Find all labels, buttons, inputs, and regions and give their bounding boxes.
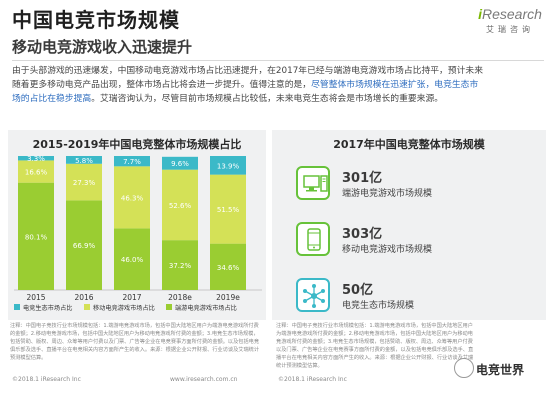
bar-data-label: 7.7%: [123, 158, 141, 166]
stat-value: 301亿: [342, 171, 383, 186]
bar-segment: [162, 156, 198, 170]
watermark-text: 电竞世界: [476, 363, 525, 377]
bar-segment: [162, 240, 198, 290]
x-tick-label: 2018e: [168, 293, 192, 302]
intro-line-2a: 随着更多移动电竞产品出现，整体市场占比将会进一步提升。值得注意的是，: [12, 80, 312, 90]
footnote-left: 注释：中国电子竞技行业市场规模包括：1.端游电竞游戏市场，包括中国大陆地区用户为…: [10, 323, 260, 361]
legend-swatch: [166, 304, 172, 310]
stat-mobile-esports: 303亿 移动电竞游戏市场规模: [296, 222, 526, 258]
bar-data-label: 51.5%: [217, 206, 240, 214]
stat-label: 电竞生态市场规模: [342, 301, 415, 311]
bar-segment: [18, 182, 54, 290]
intro-highlight-2: 场的占比在稳步提高: [12, 94, 92, 104]
bar-segment: [66, 200, 102, 290]
x-tick-label: 2019e: [216, 293, 240, 302]
bar-segment: [66, 156, 102, 164]
bar-data-label: 52.6%: [169, 202, 192, 210]
stat-value: 303亿: [342, 227, 383, 242]
x-tick-label: 2017: [122, 293, 141, 302]
logo-text: Research: [481, 6, 542, 22]
legend-label: 端游电竞游戏市场占比: [175, 304, 237, 312]
header-divider: [12, 60, 544, 61]
page-title: 中国电竞市场规模: [12, 8, 180, 32]
intro-line-3b: 。艾瑞咨询认为，尽管目前市场规模占比较低，未来电竞生态将会是市场增长的重要来源。: [91, 94, 444, 104]
footer-copyright-right: ©2018.1 iResearch Inc: [278, 376, 347, 383]
stat-value: 50亿: [342, 283, 374, 298]
network-hub-icon: [296, 278, 330, 312]
bar-data-label: 5.8%: [75, 157, 93, 165]
logo-prefix: i: [478, 6, 482, 22]
logo-subtext: 艾瑞咨询: [486, 25, 534, 34]
desktop-computer-icon: [296, 166, 330, 200]
legend-swatch: [14, 304, 20, 310]
legend-swatch: [84, 304, 90, 310]
mobile-phone-icon: [296, 222, 330, 256]
bar-data-label: 66.9%: [73, 242, 96, 250]
bar-data-label: 80.1%: [25, 233, 48, 241]
stat-label: 端游电竞游戏市场规模: [342, 189, 433, 199]
bar-data-label: 13.9%: [217, 162, 240, 170]
bar-segment: [210, 156, 246, 175]
intro-paragraph: 由于头部游戏的迅速爆发，中国移动电竞游戏市场占比迅速提升，在2017年已经与端游…: [12, 64, 544, 106]
bar-data-label: 16.6%: [25, 169, 48, 177]
bar-segment: [114, 156, 150, 167]
footer-copyright-left: ©2018.1 iResearch Inc: [12, 376, 81, 383]
bar-data-label: 37.2%: [169, 262, 192, 270]
wechat-icon: [454, 358, 474, 378]
stat-ecosystem: 50亿 电竞生态市场规模: [296, 278, 526, 314]
bar-data-label: 3.3%: [27, 155, 45, 163]
bar-segment: [66, 163, 102, 201]
bar-data-label: 34.6%: [217, 264, 240, 272]
bar-data-label: 27.3%: [73, 179, 96, 187]
intro-line-1: 由于头部游戏的迅速爆发，中国移动电竞游戏市场占比迅速提升，在2017年已经与端游…: [12, 66, 484, 76]
bar-segment: [210, 174, 246, 244]
footnote-right: 注释：中国电子竞技行业市场规模包括：1.端游电竞游戏市场，包括中国大陆地区用户为…: [276, 323, 474, 369]
bar-segment: [18, 156, 54, 161]
intro-line-2: 随着更多移动电竞产品出现，整体市场占比将会进一步提升。值得注意的是，尽管整体市场…: [12, 78, 544, 92]
chart-title: 2015-2019年中国电竞整体市场规模占比: [32, 138, 242, 151]
stat-pc-esports: 301亿 端游电竞游戏市场规模: [296, 166, 526, 202]
footer-website: www.iresearch.com.cn: [170, 376, 238, 383]
bar-segment: [210, 243, 246, 290]
x-tick-label: 2016: [74, 293, 93, 302]
bar-data-label: 46.3%: [121, 194, 144, 202]
intro-line-3: 场的占比在稳步提高。艾瑞咨询认为，尽管目前市场规模占比较低，未来电竞生态将会是市…: [12, 92, 544, 106]
x-tick-label: 2015: [26, 293, 45, 302]
legend-label: 移动电竞游戏市场占比: [93, 304, 155, 312]
stat-label: 移动电竞游戏市场规模: [342, 245, 433, 255]
bar-segment: [18, 160, 54, 183]
bar-segment: [114, 228, 150, 290]
page-subtitle: 移动电竞游戏收入迅速提升: [12, 38, 193, 56]
bar-segment: [162, 169, 198, 241]
summary-title: 2017年中国电竞整体市场规模: [333, 138, 485, 151]
legend-label: 电竞生态市场占比: [23, 304, 73, 312]
iresearch-logo: iResearch 艾瑞咨询: [472, 6, 548, 40]
bar-data-label: 9.6%: [171, 160, 189, 168]
bar-segment: [114, 166, 150, 229]
intro-highlight-1: 尽管整体市场规模在迅速扩张，电竞生态市: [311, 80, 479, 90]
bar-data-label: 46.0%: [121, 256, 144, 264]
